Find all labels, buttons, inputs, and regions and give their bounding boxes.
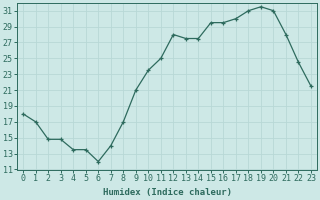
X-axis label: Humidex (Indice chaleur): Humidex (Indice chaleur) bbox=[103, 188, 232, 197]
